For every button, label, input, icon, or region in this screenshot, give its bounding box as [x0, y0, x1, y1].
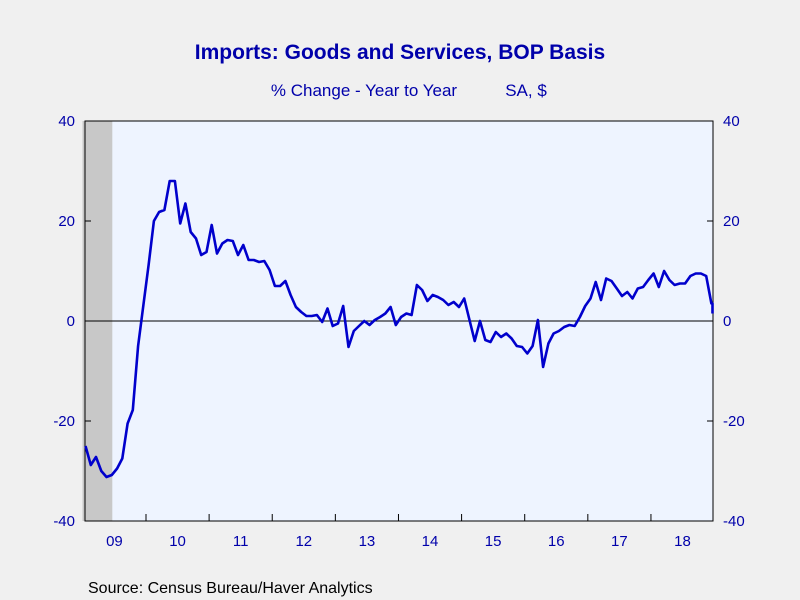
- y-tick-label-left: 40: [58, 113, 75, 130]
- chart-subtitle-units: % Change - Year to Year: [271, 81, 458, 100]
- y-tick-label-left: -20: [53, 413, 75, 430]
- x-tick-label: 11: [233, 533, 249, 550]
- series-lines: [84, 179, 714, 479]
- x-tick-label: 14: [422, 533, 439, 550]
- source-note: Source: Census Bureau/Haver Analytics: [88, 580, 373, 597]
- chart-title: Imports: Goods and Services, BOP Basis: [195, 41, 605, 64]
- axes: 40 40 20 20 0 0 -20 -20 -40 -40 09 10 11 12 13 14 15 16 17…: [53, 113, 744, 550]
- x-tick-label: 18: [674, 533, 691, 550]
- y-tick-label-right: -40: [723, 513, 745, 530]
- y-tick-label-left: 0: [67, 313, 75, 330]
- y-tick-label-left: 20: [58, 213, 75, 230]
- series-line-imports: [84, 179, 714, 479]
- y-tick-label-left: -40: [53, 513, 75, 530]
- y-tick-label-right: -20: [723, 413, 745, 430]
- y-tick-label-right: 20: [723, 213, 740, 230]
- y-tick-label-right: 40: [723, 113, 740, 130]
- x-tick-label: 17: [611, 533, 628, 550]
- chart-subtitle-basis: SA, $: [505, 81, 547, 100]
- x-tick-label: 15: [485, 533, 502, 550]
- x-tick-label: 10: [169, 533, 186, 550]
- y-tick-label-right: 0: [723, 313, 731, 330]
- x-tick-label: 09: [106, 533, 123, 550]
- x-tick-label: 13: [359, 533, 376, 550]
- x-tick-label: 12: [295, 533, 312, 550]
- x-tick-label: 16: [548, 533, 565, 550]
